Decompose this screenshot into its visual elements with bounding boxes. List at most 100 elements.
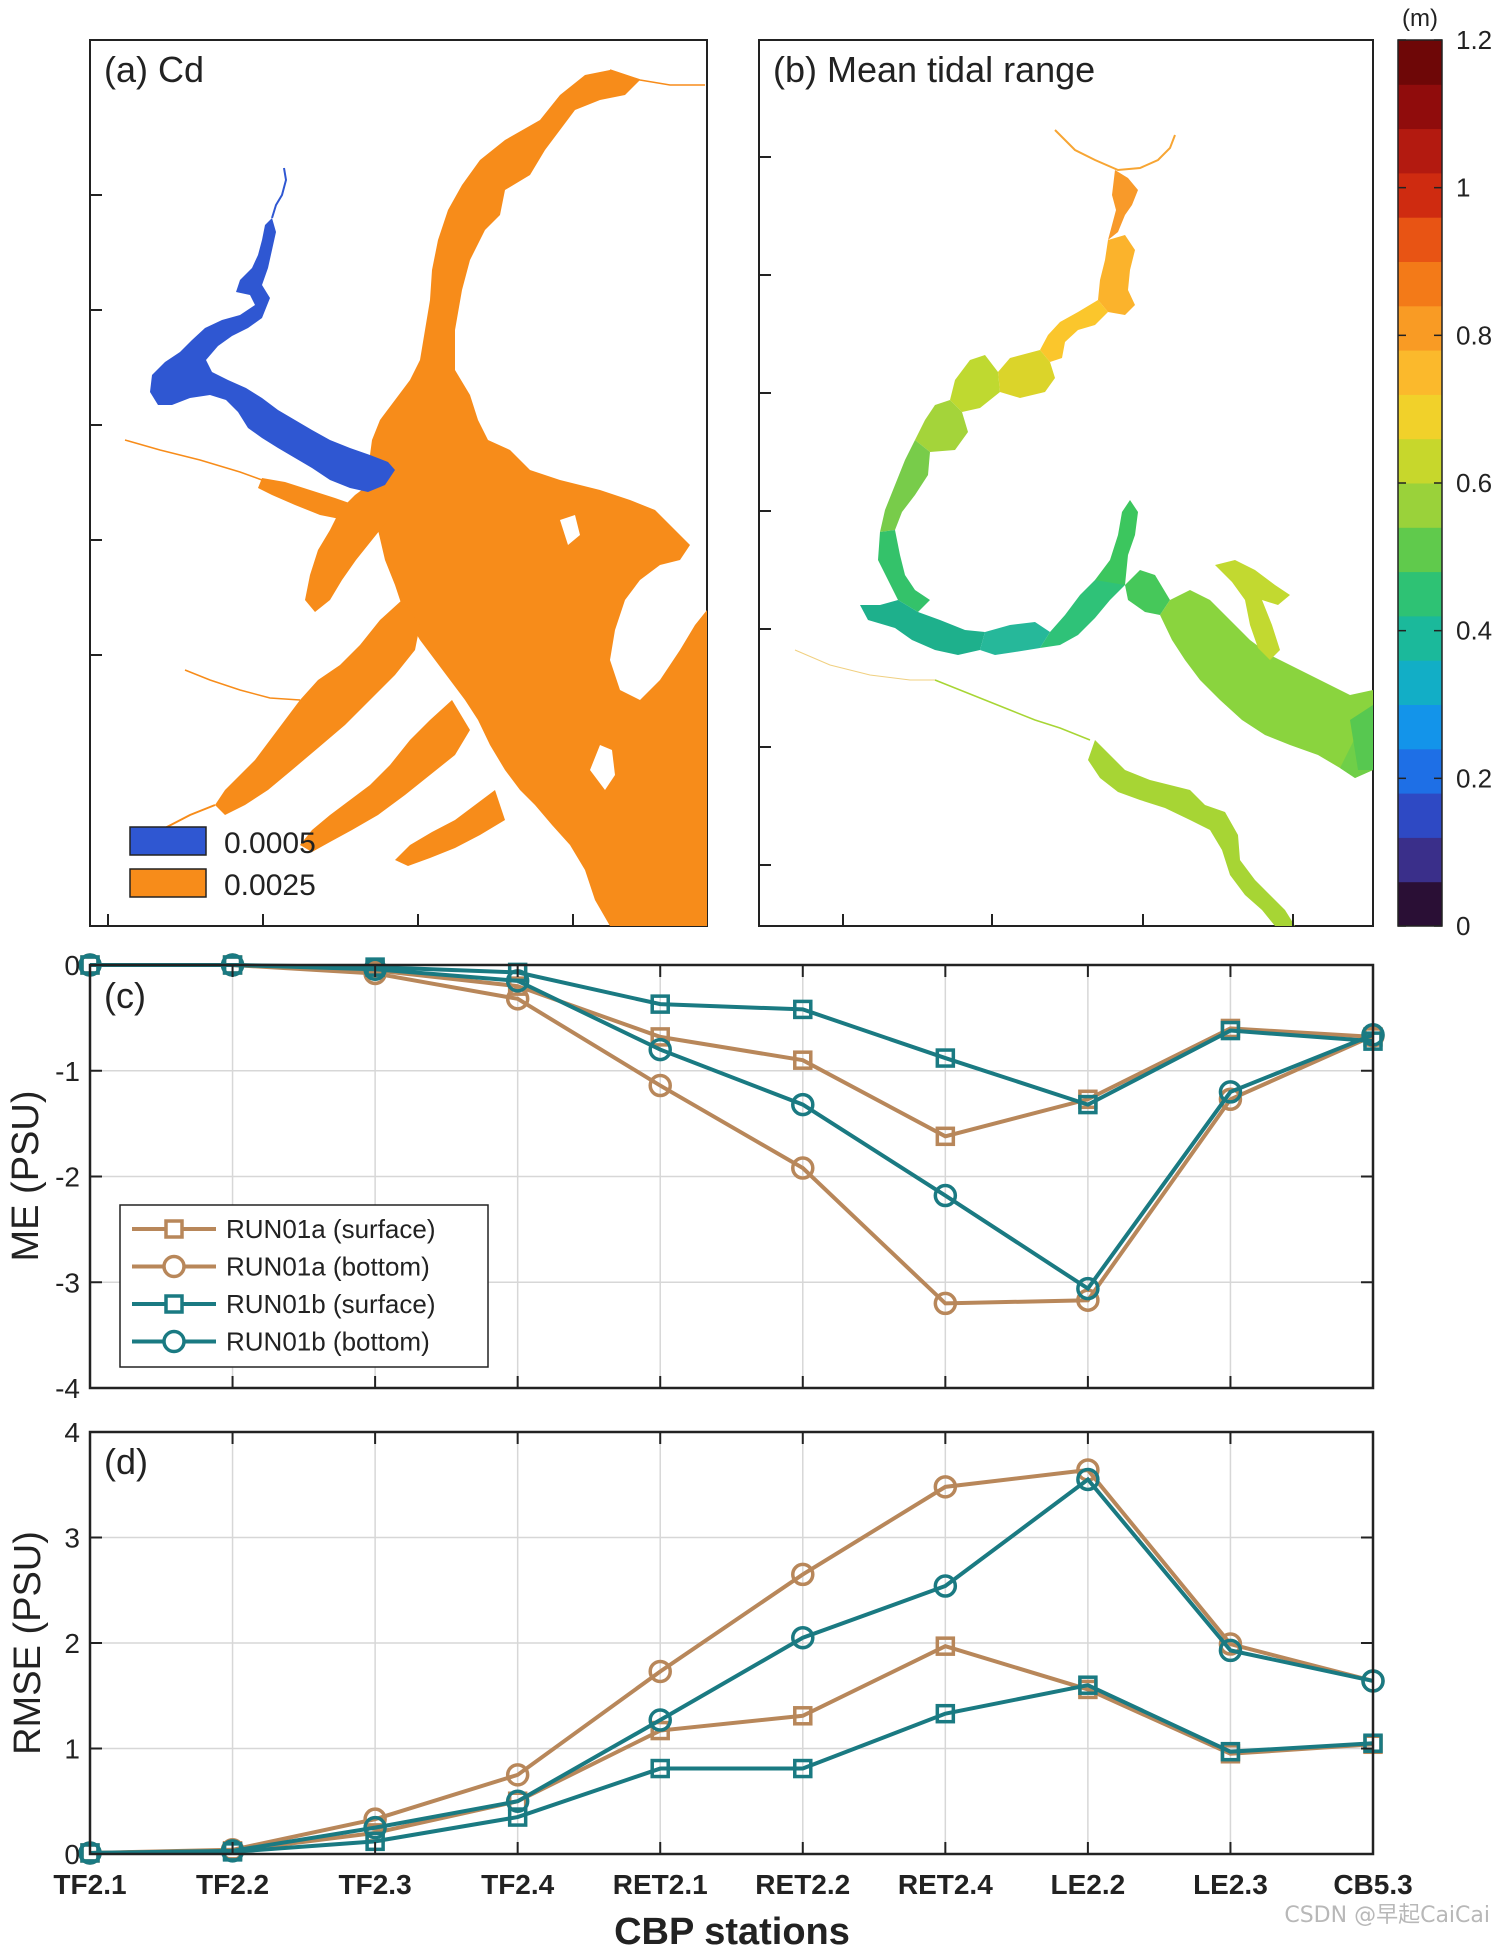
- y-tick-label: 0: [64, 1839, 80, 1870]
- data-point-square: [1220, 1020, 1241, 1041]
- data-point-circle: [648, 1037, 672, 1062]
- x-tick-label: TF2.2: [196, 1869, 269, 1900]
- y-tick-label: 2: [64, 1628, 80, 1659]
- data-point-square: [1220, 1741, 1241, 1762]
- y-tick-label: 0: [64, 950, 80, 981]
- series-line: [89, 1476, 1374, 1855]
- data-point-circle: [1218, 1638, 1243, 1663]
- main-bay-shape: [368, 70, 707, 926]
- colorbar-cell: [1398, 394, 1442, 440]
- chart-d-panel-label: (d): [104, 1441, 148, 1482]
- tidal-region-shape: [1108, 170, 1138, 240]
- data-point-circle: [505, 987, 530, 1011]
- legend-marker-circle: [162, 1329, 186, 1354]
- legend-label: RUN01b (surface): [226, 1289, 436, 1319]
- legend-marker-circle: [162, 1254, 186, 1279]
- x-tick-label: RET2.2: [755, 1869, 850, 1900]
- tidal-region-shape: [878, 530, 930, 612]
- data-point-circle: [933, 1183, 958, 1208]
- tidal-region-shape: [998, 350, 1055, 398]
- chart-c-panel-label: (c): [104, 975, 146, 1016]
- data-point-circle: [1218, 1632, 1243, 1656]
- data-point-circle: [791, 1156, 815, 1180]
- series-run01b-surface: [80, 1675, 1383, 1863]
- river-line: [1054, 129, 1176, 172]
- chart-d-xlabel: CBP stations: [614, 1911, 850, 1952]
- data-point-square: [650, 1720, 670, 1741]
- colorbar-tick-label: 0.4: [1456, 616, 1492, 646]
- x-tick-label: TF2.3: [339, 1869, 412, 1900]
- chart-c-legend: RUN01a (surface) RUN01a (bottom) RUN01b (s…: [119, 1204, 489, 1368]
- colorbar-cell: [1398, 483, 1442, 528]
- legend-item: RUN01a (surface): [132, 1214, 436, 1244]
- data-point-square: [793, 1706, 813, 1726]
- tidal-region-shape: [1350, 705, 1373, 770]
- colorbar-cell: [1398, 704, 1442, 750]
- colorbar-cell: [1398, 837, 1442, 883]
- data-point-circle: [791, 1092, 815, 1117]
- tributary-shape: [305, 470, 398, 612]
- legend-label-blue: 0.0005: [224, 827, 316, 860]
- colorbar-cell: [1398, 217, 1442, 262]
- colorbar-tick-label: 0.6: [1456, 468, 1492, 498]
- river-line: [609, 69, 705, 86]
- river-line: [124, 439, 263, 481]
- colorbar-cell: [1398, 527, 1442, 573]
- data-point-square: [1078, 1094, 1098, 1115]
- data-point-square: [935, 1126, 956, 1147]
- colorbar-cell: [1398, 128, 1442, 174]
- map-panel-a: (a) Cd 0.0005 0.0025: [89, 39, 708, 927]
- colorbar-cell: [1398, 881, 1442, 927]
- colorbar-tick-label: 1: [1456, 173, 1470, 203]
- data-point-circle: [220, 1839, 245, 1863]
- colorbar-cell: [1398, 84, 1442, 130]
- data-point-circle: [648, 1708, 672, 1732]
- x-tick-label: LE2.2: [1051, 1869, 1126, 1900]
- legend-label: RUN01a (surface): [226, 1214, 436, 1244]
- tidal-region-shape: [880, 440, 930, 532]
- x-tick-label: CB5.3: [1333, 1869, 1412, 1900]
- data-point-circle: [505, 1789, 530, 1813]
- x-tick-label: TF2.1: [53, 1869, 126, 1900]
- map-a-label: (a) Cd: [104, 49, 204, 90]
- legend-item: RUN01a (bottom): [132, 1252, 430, 1282]
- colorbar-cell: [1398, 172, 1442, 218]
- tidal-region-shape: [1160, 590, 1373, 778]
- tidal-region-shape: [1040, 570, 1125, 648]
- series-line: [89, 1467, 1374, 1855]
- colorbar-cell: [1398, 660, 1442, 705]
- map-panel-b: (b) Mean tidal range: [758, 39, 1374, 927]
- legend-item: RUN01b (bottom): [132, 1327, 430, 1357]
- data-point-circle: [363, 957, 387, 981]
- tributary-shape: [215, 600, 420, 815]
- river-line: [271, 167, 288, 219]
- series-run01b-bottom: [78, 1467, 1385, 1865]
- tidal-region-shape: [1098, 235, 1135, 315]
- y-tick-label: -2: [55, 1162, 80, 1193]
- data-point-square: [650, 1758, 670, 1779]
- colorbar-cell: [1398, 748, 1442, 794]
- chart-d-ticks: 0 1 2 3 4: [64, 1417, 1374, 1870]
- legend-swatch-orange: [129, 868, 207, 898]
- data-point-circle: [791, 1562, 815, 1587]
- y-tick-label: -4: [55, 1373, 80, 1404]
- colorbar-tick-label: 0.8: [1456, 320, 1492, 350]
- tidal-region-shape: [950, 355, 1000, 412]
- island-shape: [505, 245, 520, 268]
- colorbar-cell: [1398, 571, 1442, 617]
- colorbar-cell: [1398, 40, 1442, 85]
- data-point-square: [507, 1807, 528, 1827]
- data-point-square: [650, 1027, 670, 1047]
- tidal-region-shape: [860, 600, 985, 655]
- tributary-shape: [395, 790, 505, 866]
- series-line: [90, 963, 1374, 1292]
- colorbar-cell: [1398, 793, 1442, 838]
- x-tick-label: RET2.1: [613, 1869, 708, 1900]
- colorbar-cell: [1398, 305, 1442, 351]
- map-a-ticks: [90, 194, 574, 926]
- legend-label: RUN01a (bottom): [226, 1252, 430, 1282]
- chart-d-ylabel: RMSE (PSU): [7, 1531, 49, 1755]
- data-point-circle: [933, 1291, 958, 1316]
- map-b-shapes: [794, 129, 1373, 926]
- data-point-square: [650, 994, 670, 1014]
